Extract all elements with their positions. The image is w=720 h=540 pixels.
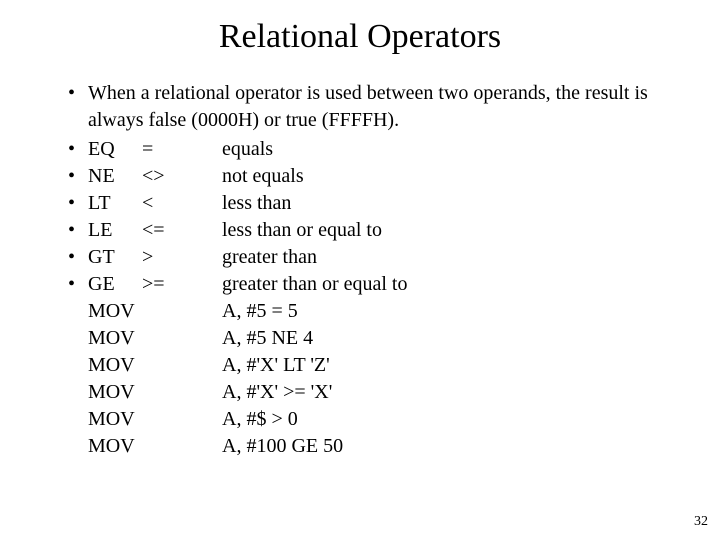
op-name: NE (88, 163, 142, 190)
ex-operand: A, #$ > 0 (222, 406, 660, 433)
operator-row: • LT < less than (88, 190, 660, 217)
operator-row: • NE <> not equals (88, 163, 660, 190)
op-name: LE (88, 217, 142, 244)
example-row: MOV A, #'X' LT 'Z' (88, 352, 660, 379)
bullet-icon: • (68, 244, 75, 271)
bullet-icon: • (68, 80, 75, 107)
op-name: EQ (88, 136, 142, 163)
intro-text: When a relational operator is used betwe… (88, 80, 660, 134)
ex-mnemonic: MOV (88, 379, 142, 406)
example-row: MOV A, #'X' >= 'X' (88, 379, 660, 406)
op-symbol: <> (142, 163, 222, 190)
intro-row: • When a relational operator is used bet… (88, 80, 660, 134)
ex-operand: A, #5 NE 4 (222, 325, 660, 352)
bullet-icon: • (68, 217, 75, 244)
operator-row: • EQ = equals (88, 136, 660, 163)
bullet-icon: • (68, 190, 75, 217)
slide-content: • When a relational operator is used bet… (60, 80, 660, 460)
ex-mnemonic: MOV (88, 352, 142, 379)
bullet-icon: • (68, 271, 75, 298)
op-symbol: = (142, 136, 222, 163)
operator-row: • GE >= greater than or equal to (88, 271, 660, 298)
bullet-icon: • (68, 136, 75, 163)
op-desc: less than or equal to (222, 217, 660, 244)
op-symbol: <= (142, 217, 222, 244)
op-symbol: >= (142, 271, 222, 298)
ex-operand: A, #5 = 5 (222, 298, 660, 325)
ex-operand: A, #'X' >= 'X' (222, 379, 660, 406)
slide: Relational Operators • When a relational… (0, 0, 720, 540)
op-desc: greater than or equal to (222, 271, 660, 298)
op-desc: equals (222, 136, 660, 163)
ex-mnemonic: MOV (88, 298, 142, 325)
op-symbol: < (142, 190, 222, 217)
ex-mnemonic: MOV (88, 406, 142, 433)
op-name: GT (88, 244, 142, 271)
op-desc: not equals (222, 163, 660, 190)
ex-operand: A, #'X' LT 'Z' (222, 352, 660, 379)
op-name: GE (88, 271, 142, 298)
bullet-icon: • (68, 163, 75, 190)
ex-operand: A, #100 GE 50 (222, 433, 660, 460)
example-row: MOV A, #$ > 0 (88, 406, 660, 433)
op-symbol: > (142, 244, 222, 271)
operator-row: • LE <= less than or equal to (88, 217, 660, 244)
page-number: 32 (694, 514, 708, 530)
op-name: LT (88, 190, 142, 217)
example-row: MOV A, #5 = 5 (88, 298, 660, 325)
slide-title: Relational Operators (60, 18, 660, 56)
example-row: MOV A, #5 NE 4 (88, 325, 660, 352)
ex-mnemonic: MOV (88, 433, 142, 460)
operator-row: • GT > greater than (88, 244, 660, 271)
example-row: MOV A, #100 GE 50 (88, 433, 660, 460)
ex-mnemonic: MOV (88, 325, 142, 352)
op-desc: less than (222, 190, 660, 217)
op-desc: greater than (222, 244, 660, 271)
